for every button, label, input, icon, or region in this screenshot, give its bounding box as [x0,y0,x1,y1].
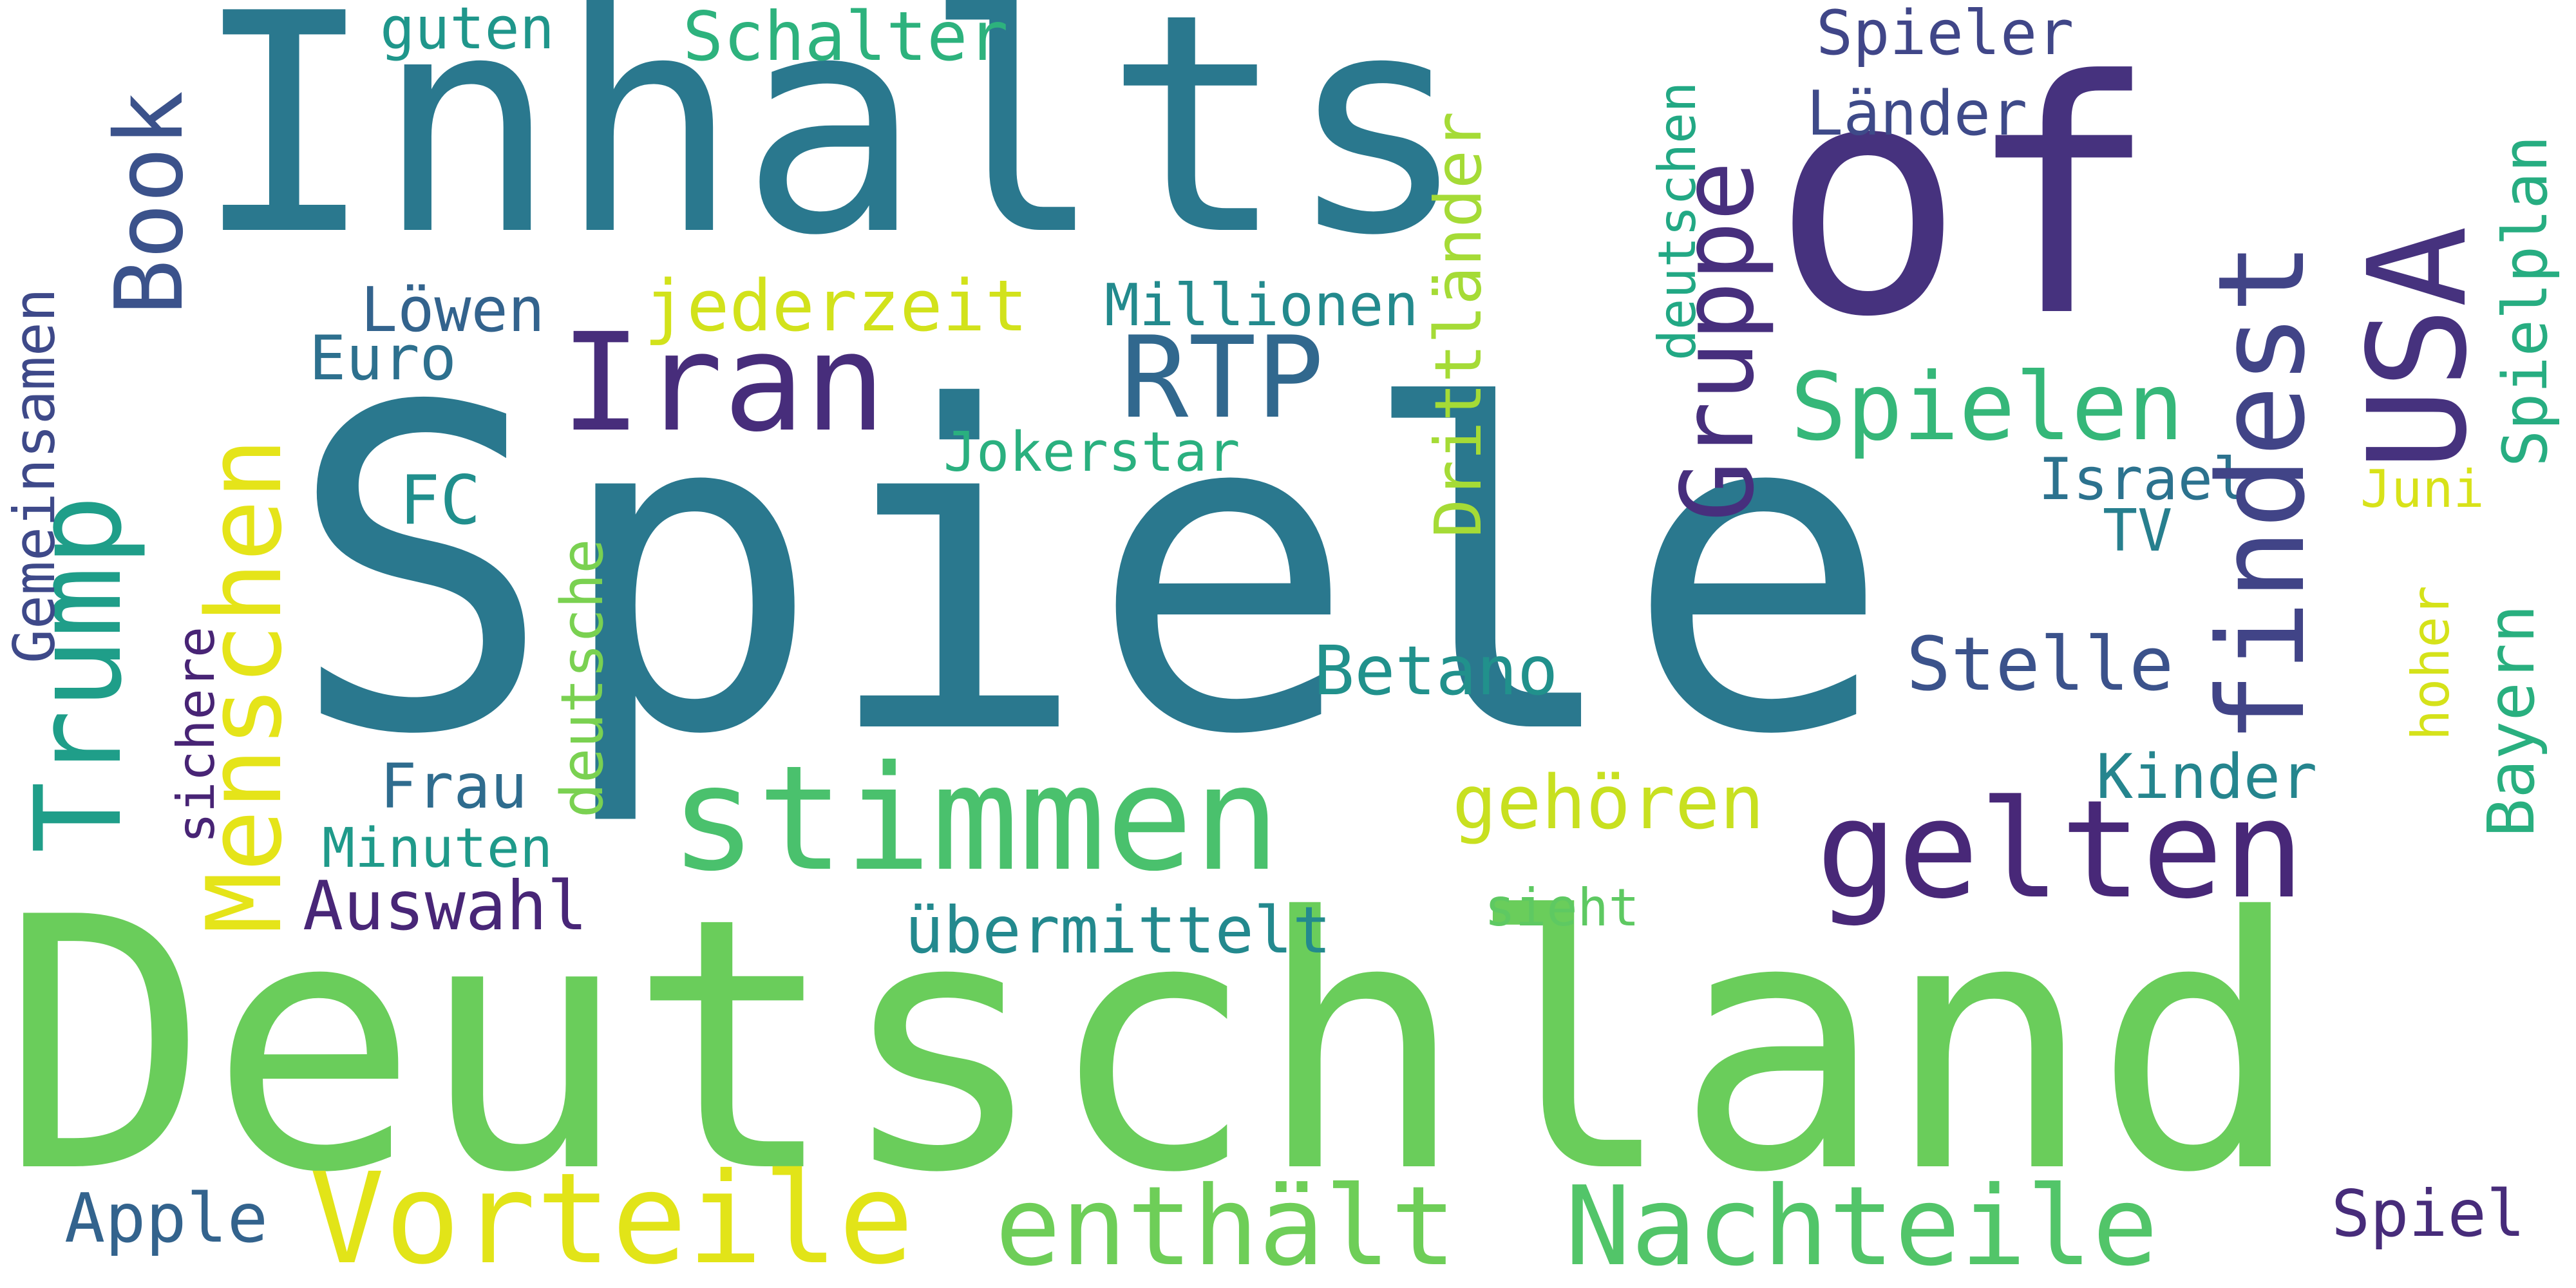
word-israel: Israel [2038,446,2248,513]
word-spielplan: Spielplan [2490,135,2561,467]
word-deutsche: deutsche [549,538,616,818]
word-of: of [1771,12,2159,387]
word-euro: Euro [309,323,457,394]
word-gehoren: gehören [1452,760,1765,846]
word-sieht: sieht [1484,878,1640,938]
word-juni: Juni [2360,459,2485,519]
word-stimmen: stimmen [670,735,1281,904]
word-kinder: Kinder [2096,742,2318,813]
word-spielen: Spielen [1790,353,2184,462]
word-frau: Frau [380,752,527,822]
word-lander: Länder [1806,79,2028,149]
word-spiel: Spiel [2331,1176,2526,1251]
word-nachteile: Nachteile [1565,1163,2159,1288]
word-spiele: Spiele [287,314,1892,831]
word-millionen: Millionen [1104,272,1419,339]
word-drittlander: Drittländer [1421,111,1496,538]
word-spieler: Spieler [1816,0,2074,69]
word-tv: TV [2103,497,2173,565]
word-stelle: Stelle [1906,621,2174,708]
word-sichere: sichere [166,626,226,844]
word-vorteile: Vorteile [309,1146,914,1288]
word-bayern: Bayern [2474,604,2549,837]
word-schalter: Schalter [683,0,1009,76]
word-fc: FC [399,461,481,540]
word-rtp: RTP [1121,313,1325,444]
word-ubermittelt: übermittelt [905,893,1332,968]
word-lowen: Löwen [361,275,545,346]
word-apple: Apple [64,1179,269,1258]
word-auswahl: Auswahl [303,867,588,945]
word-usa: USA [2339,225,2497,470]
word-iran: Iran [560,304,886,462]
word-deutschland: Deutschland [0,844,2304,1249]
word-gelten: gelten [1816,771,2305,929]
word-hoher: hoher [2401,585,2461,741]
word-gemeinsamen: Gemeinsamen [1,288,68,663]
word-guten: guten [380,0,554,62]
word-jederzeit: jederzeit [644,265,1028,347]
word-minuten: Minuten [322,817,553,880]
word-gruppe: Gruppe [1660,161,1776,522]
word-book: Book [95,90,204,316]
word-jokerstar: Jokerstar [943,421,1240,484]
word-betano: Betano [1314,632,1558,710]
word-inhalts: Inhalts [193,0,1469,301]
word-findest: findest [2192,242,2331,744]
word-enthalt: enthält [995,1163,1457,1288]
